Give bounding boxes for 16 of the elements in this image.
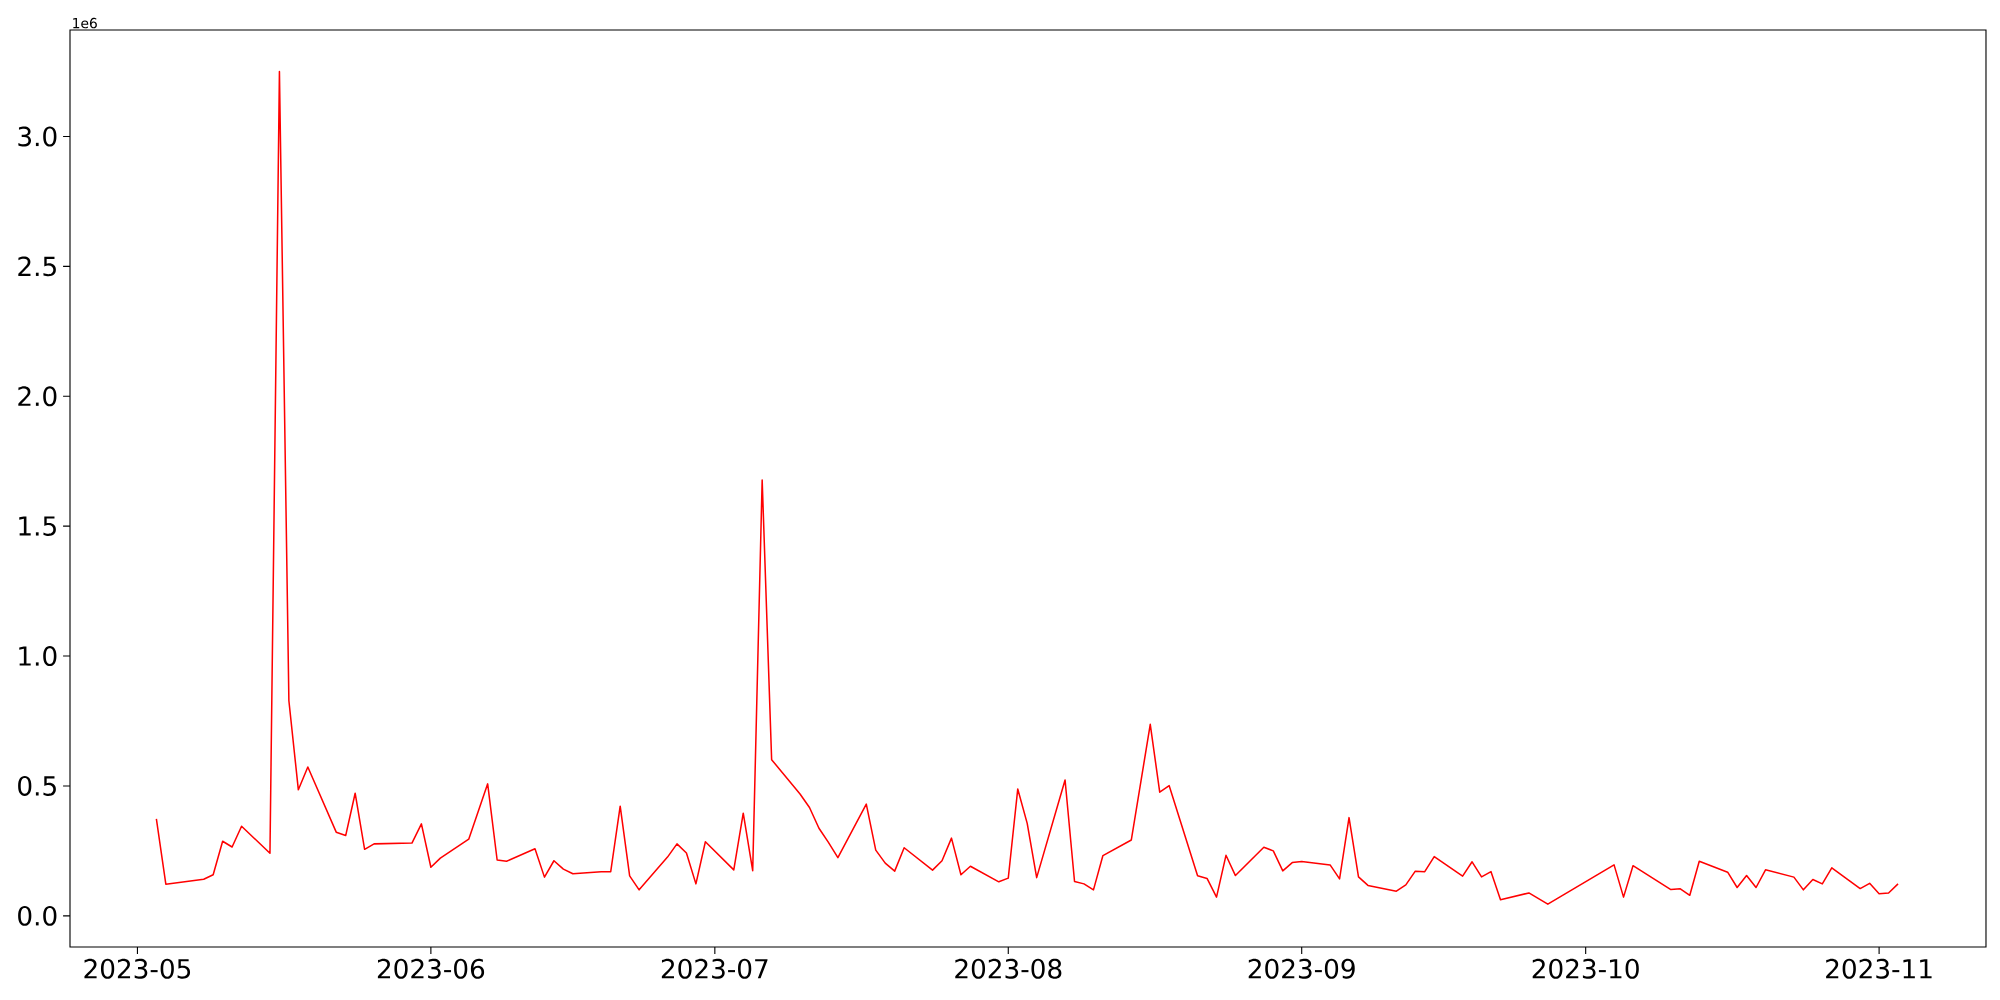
x-tick-label: 2023-11 [1826,958,1932,979]
x-tick-label: 2023-08 [955,958,1062,979]
x-tick-label: 2023-06 [377,958,485,979]
text: 1e6 [73,17,97,29]
y-tick-label: 0.5 [18,776,56,796]
y-tick-label: 1.0 [19,646,57,666]
x-tick-label: 2023-07 [661,958,768,979]
x-tick-label: 2023-09 [1248,958,1355,979]
y-tick-label: 1.5 [19,516,56,536]
y-tick-label: 2.5 [18,256,56,277]
line-series [155,70,1899,905]
y-tick-label: 2.0 [18,386,57,407]
x-tick-label: 2023-10 [1532,958,1639,979]
y-tick-label: 0.0 [18,905,57,926]
y-tick-label: 3.0 [18,126,57,147]
x-tick-label: 2023-05 [84,958,191,979]
